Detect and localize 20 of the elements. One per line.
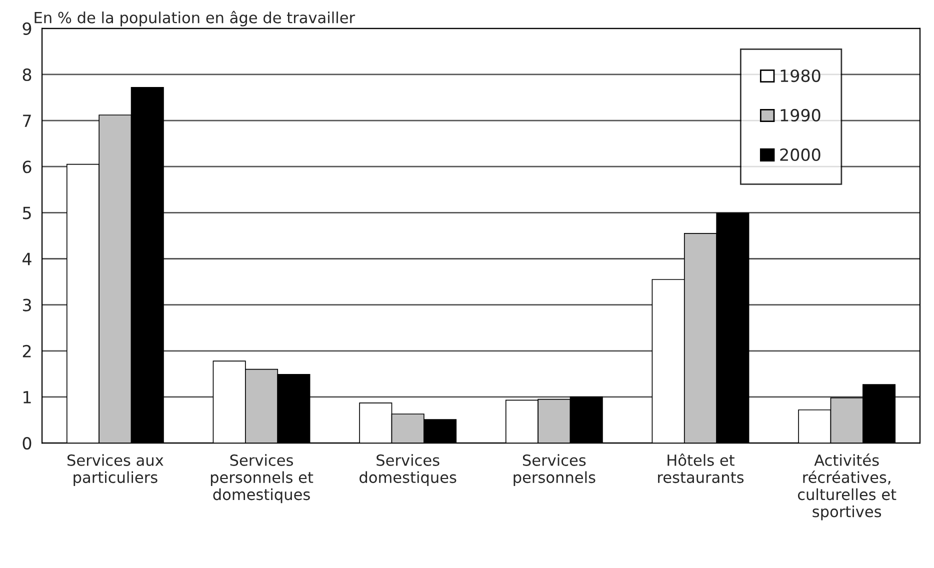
- y-tick-label: 1: [24, 391, 31, 404]
- x-tick-label: Activités récréatives, culturelles et sportives: [798, 454, 896, 520]
- y-tick-label: 0: [22, 437, 32, 450]
- y-tick-label: 5: [22, 206, 31, 220]
- x-tick-label: Services domestiques: [360, 454, 456, 486]
- y-tick-label: 9: [22, 22, 32, 35]
- x-tick-label: Services personnels: [514, 454, 596, 486]
- y-tick-label: 3: [22, 298, 31, 312]
- x-tick-label: Services personnels et domestiques: [210, 454, 314, 504]
- y-tick-label: 8: [22, 68, 32, 82]
- legend-label: 1980: [780, 69, 820, 82]
- x-tick-label: Services aux particuliers: [68, 454, 164, 486]
- y-tick-label: 4: [22, 252, 32, 266]
- legend-label: 2000: [780, 148, 820, 161]
- y-axis-title: En % de la population en âge de travailler: [34, 10, 356, 26]
- y-tick-label: 2: [22, 344, 31, 358]
- legend-label: 1990: [780, 108, 820, 122]
- y-tick-label: 6: [22, 160, 32, 174]
- x-tick-label: Hôtels et restaurants: [658, 454, 744, 484]
- y-tick-label: 7: [23, 114, 31, 127]
